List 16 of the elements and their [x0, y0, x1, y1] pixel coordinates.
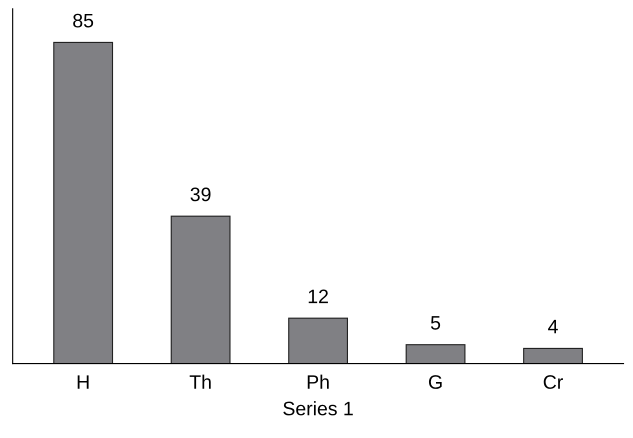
data-label: 39 [190, 188, 211, 202]
bar [406, 344, 466, 364]
x-tick-label: Th [190, 374, 211, 389]
bar [523, 348, 583, 364]
data-label: 5 [430, 316, 440, 330]
data-label: 4 [548, 320, 558, 334]
x-tick-label: H [78, 375, 89, 389]
x-axis-title: Series 1 [283, 401, 353, 416]
x-tick-label: G [428, 375, 442, 389]
x-tick-label: Cr [544, 375, 563, 389]
data-label: 85 [73, 14, 94, 28]
x-tick-label: Ph [308, 374, 329, 389]
data-label: 12 [308, 289, 328, 304]
bar [288, 318, 348, 364]
bar [170, 216, 231, 364]
bar [53, 42, 114, 364]
